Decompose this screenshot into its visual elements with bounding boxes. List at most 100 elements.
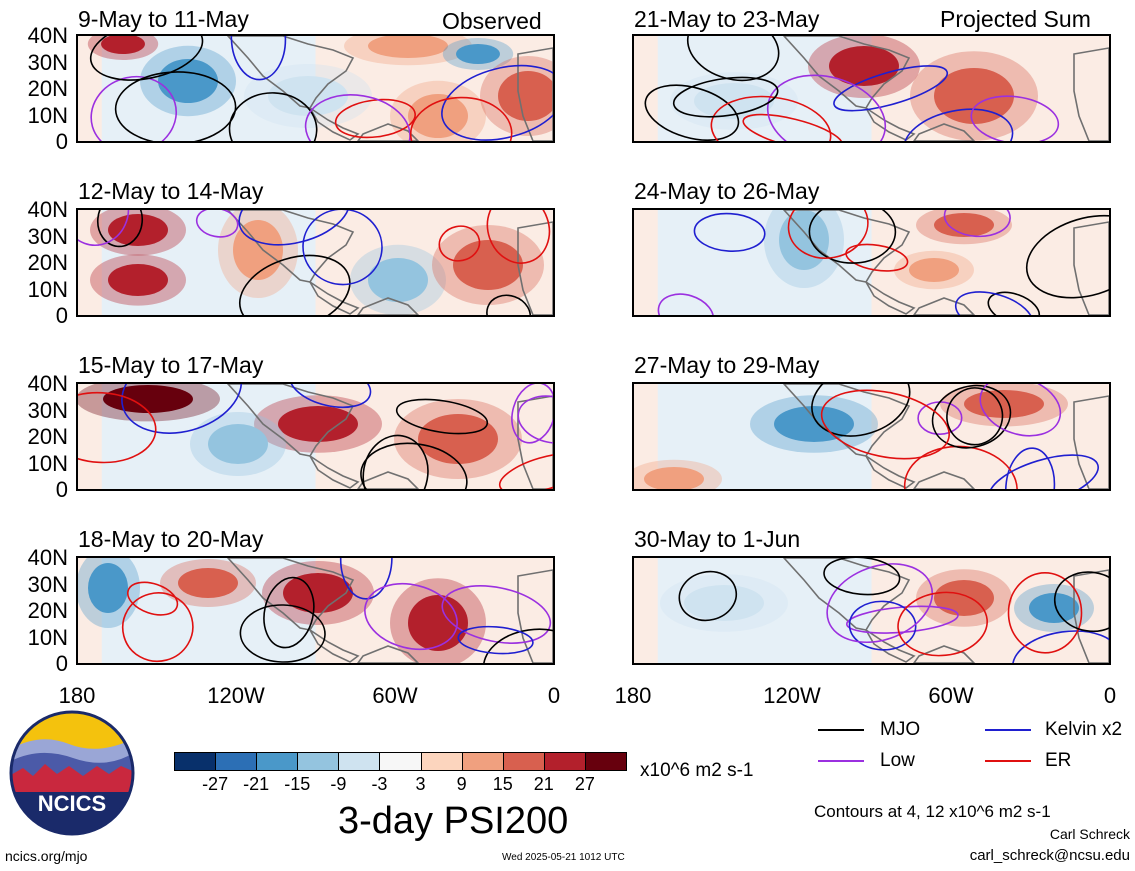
contour-line	[486, 294, 532, 315]
anomaly-blob	[498, 71, 553, 121]
contour-line	[457, 625, 534, 655]
contour-line	[302, 210, 383, 286]
coastline	[517, 47, 553, 141]
anomaly-blob	[418, 414, 498, 464]
colorbar-cell	[215, 752, 258, 771]
contour-line	[808, 210, 897, 264]
colorbar-tick-label: -15	[284, 774, 311, 794]
lon-label-120w-right: 120W	[763, 683, 821, 708]
colorbar-cell	[584, 752, 627, 771]
map-panel-6	[632, 208, 1111, 317]
contour-line	[438, 225, 481, 262]
colorbar-cell	[297, 752, 340, 771]
lon-label-60w-right: 60W	[928, 683, 974, 708]
coastline	[782, 384, 911, 457]
contour-line	[845, 243, 909, 272]
contour-line	[121, 592, 194, 663]
contour-line	[486, 210, 551, 264]
anomaly-blob	[408, 595, 468, 651]
timestamp: Wed 2025-05-21 1012 UTC	[502, 852, 625, 863]
logo-text: NCICS	[38, 791, 106, 816]
lat-label: 40N	[27, 23, 68, 48]
contour-line	[239, 604, 326, 663]
panel-title-5: 21-May to 23-May	[634, 6, 820, 32]
coastline	[865, 455, 916, 489]
contour-line	[127, 581, 179, 616]
contour-line	[811, 384, 911, 437]
lat-label: 10N	[27, 450, 68, 476]
contour-line	[693, 212, 766, 252]
lon-label-120w-left: 120W	[207, 683, 265, 708]
anomaly-blob	[829, 46, 899, 86]
credit-email[interactable]: carl_schreck@ncsu.edu	[969, 847, 1130, 864]
anomaly-blob	[934, 213, 994, 237]
lat-label: 30N	[27, 571, 68, 597]
panel-title-8: 30-May to 1-Jun	[634, 526, 801, 552]
contour-line	[943, 210, 1011, 238]
anomaly-blob	[964, 390, 1044, 418]
anomaly-blob	[368, 258, 428, 302]
coastline	[913, 645, 976, 663]
colorbar-cell	[461, 752, 504, 771]
contour-line	[89, 36, 204, 81]
coastline	[913, 297, 976, 315]
colorbar-tick-label: 15	[492, 774, 513, 794]
lon-label-0-left: 0	[547, 683, 561, 708]
colorbar	[174, 752, 627, 771]
contour-line	[826, 563, 934, 644]
lat-label: 0	[55, 129, 68, 154]
anomaly-blob	[408, 94, 468, 138]
anomaly-blob	[103, 385, 193, 413]
colorbar-tick-label: -3	[371, 774, 388, 794]
contour-line	[238, 254, 351, 315]
lat-label: 20N	[27, 250, 68, 275]
legend-label-mjo: MJO	[880, 719, 921, 740]
map-canvas	[634, 384, 1109, 489]
contour-line	[78, 391, 157, 464]
contour-line	[833, 65, 949, 112]
contour-line	[409, 96, 513, 141]
colorbar-cell	[543, 752, 586, 771]
coastline	[865, 107, 916, 141]
contour-line	[848, 600, 917, 651]
contour-line	[441, 585, 552, 644]
contour-line	[395, 398, 489, 435]
map-panel-2	[76, 208, 555, 317]
anomaly-blob	[283, 573, 353, 613]
legend-label-kelvin: Kelvin x2	[1045, 719, 1123, 740]
contour-line	[988, 454, 1099, 489]
colorbar-cell	[338, 752, 381, 771]
contour-line	[362, 434, 429, 489]
contour-line	[334, 98, 416, 139]
colorbar-tick-label: 9	[456, 774, 467, 794]
anomaly-blob	[278, 406, 358, 442]
coastline	[517, 395, 553, 489]
colorbar-tick-label: 27	[574, 774, 595, 794]
anomaly-blob	[101, 36, 145, 54]
contour-line	[238, 210, 351, 246]
coastline	[309, 281, 360, 315]
lat-label: 0	[55, 477, 68, 502]
contour-line	[644, 84, 740, 141]
legend-line-er	[985, 760, 1031, 762]
coastline	[517, 221, 553, 315]
lon-label-180-right: 180	[614, 683, 652, 708]
panel-title-7: 27-May to 29-May	[634, 352, 820, 378]
anomaly-blob	[934, 580, 994, 616]
map-canvas	[78, 36, 553, 141]
colorbar-tick-label: -27	[202, 774, 229, 794]
anomaly-blob	[456, 44, 500, 64]
credit-name: Carl Schreck	[1049, 826, 1130, 842]
contour-line	[517, 395, 553, 444]
contour-line	[90, 75, 178, 141]
panel-title-2: 12-May to 14-May	[78, 178, 264, 204]
colorbar-cell	[256, 752, 299, 771]
coastline	[357, 645, 420, 663]
site-link[interactable]: ncics.org/mjo	[5, 848, 88, 864]
anomaly-blob	[774, 406, 854, 442]
coastline	[226, 384, 355, 457]
map-panel-1	[76, 34, 555, 143]
coastline	[517, 569, 553, 663]
lat-label: 40N	[27, 197, 68, 222]
contour-line	[121, 384, 243, 434]
